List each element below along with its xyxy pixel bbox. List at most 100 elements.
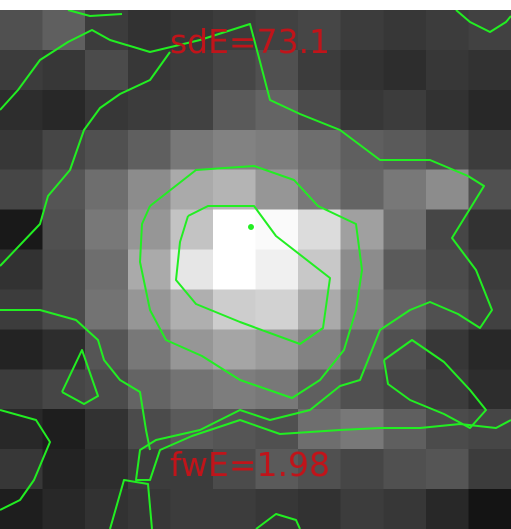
pixel-cell bbox=[425, 489, 470, 529]
pixel-cell bbox=[85, 89, 129, 131]
pixel-cell bbox=[85, 289, 129, 330]
pixel-cell bbox=[127, 129, 171, 171]
pixel-cell bbox=[212, 409, 257, 450]
pixel-cell bbox=[425, 329, 470, 370]
pixel-cell bbox=[212, 169, 257, 211]
pixel-cell bbox=[85, 369, 129, 410]
pixel-cell bbox=[340, 10, 384, 51]
contour-bottom-left-blob bbox=[61, 349, 99, 405]
pixel-cell bbox=[468, 209, 511, 251]
pixel-cell bbox=[42, 329, 86, 370]
pixel-cell bbox=[0, 249, 44, 291]
pixel-cell bbox=[468, 409, 511, 450]
pixel-cell bbox=[468, 369, 511, 410]
pixel-cell bbox=[425, 49, 470, 91]
pixel-cell bbox=[255, 10, 299, 51]
pixel-cell bbox=[170, 129, 214, 171]
pixel-cell bbox=[170, 89, 214, 131]
pixel-cell bbox=[383, 449, 427, 490]
pixel-cell bbox=[170, 209, 214, 251]
pixel-cell bbox=[212, 329, 257, 370]
pixel-cell bbox=[212, 249, 257, 291]
pixel-cell bbox=[170, 449, 214, 490]
pixel-cell bbox=[212, 289, 257, 330]
pixel-cell bbox=[212, 89, 257, 131]
pixel-cell bbox=[42, 489, 86, 529]
pixel-cell bbox=[468, 289, 511, 330]
pixel-cell bbox=[468, 10, 511, 51]
pixel-cell bbox=[425, 369, 470, 410]
pixel-cell bbox=[425, 10, 470, 51]
pixel-cell bbox=[212, 209, 257, 251]
pixel-cell bbox=[383, 10, 427, 51]
pixel-cell bbox=[425, 89, 470, 131]
pixel-cell bbox=[85, 169, 129, 211]
pixel-cell bbox=[383, 409, 427, 450]
pixel-cell bbox=[383, 169, 427, 211]
pixel-cell bbox=[85, 489, 129, 529]
pixel-cell bbox=[42, 449, 86, 490]
contour-right-blob bbox=[383, 339, 487, 429]
pixel-cell bbox=[127, 10, 171, 51]
pixel-cell bbox=[383, 89, 427, 131]
pixel-cell bbox=[170, 169, 214, 211]
pixel-cell bbox=[0, 89, 44, 131]
pixel-cell bbox=[85, 409, 129, 450]
pixel-cell bbox=[212, 449, 257, 490]
pixel-cell bbox=[468, 49, 511, 91]
pixel-cell bbox=[425, 209, 470, 251]
pixel-cell bbox=[468, 169, 511, 211]
pixel-cell bbox=[255, 289, 299, 330]
pixel-cell bbox=[212, 10, 257, 51]
pixel-cell bbox=[383, 489, 427, 529]
pixel-cell bbox=[255, 449, 299, 490]
contour-bottom-left bbox=[0, 409, 51, 511]
contour-middle bbox=[139, 165, 363, 399]
pixel-cell bbox=[127, 169, 171, 211]
pixel-cell bbox=[212, 489, 257, 529]
pixel-cell bbox=[0, 329, 44, 370]
contour-overlay bbox=[0, 10, 511, 529]
pixel-cell bbox=[212, 129, 257, 171]
pixel-cell bbox=[212, 49, 257, 91]
pixel-cell bbox=[298, 449, 342, 490]
contour-top-right bbox=[455, 10, 511, 33]
pixel-cell bbox=[170, 10, 214, 51]
pixel-cell bbox=[298, 289, 342, 330]
pixel-cell bbox=[170, 369, 214, 410]
pixel-cell bbox=[0, 489, 44, 529]
pixel-cell bbox=[298, 89, 342, 131]
pixel-cell bbox=[340, 169, 384, 211]
pixel-cell bbox=[468, 89, 511, 131]
pixel-cell bbox=[127, 249, 171, 291]
pixel-cell bbox=[468, 129, 511, 171]
contour-top-left bbox=[67, 10, 123, 17]
pixel-cell bbox=[383, 209, 427, 251]
pixel-cell bbox=[383, 329, 427, 370]
pixel-cell bbox=[42, 249, 86, 291]
sd-estimate-label: sdE=73.1 bbox=[169, 22, 331, 61]
pixel-cell bbox=[468, 329, 511, 370]
pixel-cell bbox=[42, 89, 86, 131]
contour-outer-left bbox=[0, 51, 171, 267]
pixel-cell bbox=[42, 209, 86, 251]
pixel-cell bbox=[298, 489, 342, 529]
pixel-cell bbox=[255, 369, 299, 410]
pixel-cell bbox=[468, 489, 511, 529]
pixel-cell bbox=[340, 89, 384, 131]
pixel-cell bbox=[85, 249, 129, 291]
pixel-cell bbox=[42, 129, 86, 171]
contour-bottom-center bbox=[109, 479, 153, 529]
pixel-cell bbox=[0, 449, 44, 490]
pixel-cell bbox=[298, 129, 342, 171]
pixel-cell bbox=[255, 129, 299, 171]
pixel-cell bbox=[425, 169, 470, 211]
pixel-cell bbox=[0, 169, 44, 211]
pixel-cell bbox=[0, 129, 44, 171]
pixel-cell bbox=[85, 209, 129, 251]
pixel-cell bbox=[85, 49, 129, 91]
pixel-cell bbox=[255, 169, 299, 211]
pixel-cell bbox=[383, 49, 427, 91]
pixel-cell bbox=[425, 449, 470, 490]
pixel-cell bbox=[298, 209, 342, 251]
